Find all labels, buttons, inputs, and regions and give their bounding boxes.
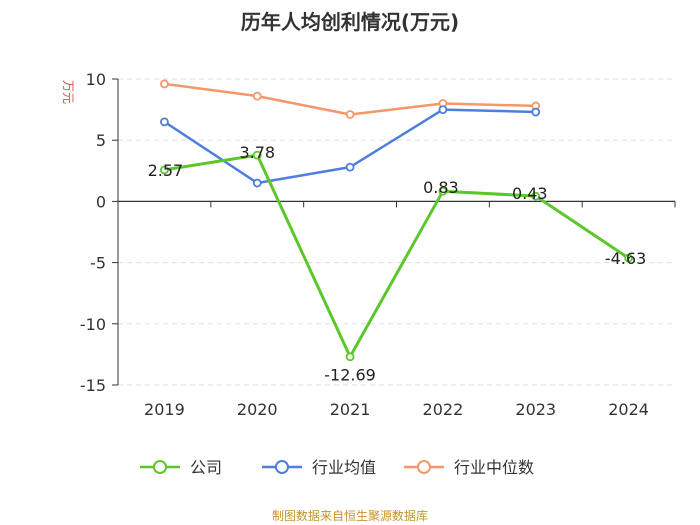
legend-swatch-marker: [275, 460, 289, 474]
data-point: [438, 186, 448, 196]
data-label: 0.83: [423, 178, 459, 197]
x-tick-labels: 2019 2020 2021 2022 2023 2024: [144, 400, 649, 419]
data-point: [252, 178, 262, 188]
x-tick-label: 2024: [608, 400, 649, 419]
data-label: -4.63: [605, 249, 646, 268]
y-tick-labels: 10 5 0 -5 -10 -15: [80, 70, 106, 395]
data-point: [252, 150, 262, 160]
data-point: [252, 91, 262, 101]
chart-title: 历年人均创利情况(万元): [240, 10, 460, 34]
legend-label: 公司: [190, 458, 222, 477]
data-point: [624, 253, 633, 263]
y-tick-label: 5: [96, 131, 106, 150]
data-point: [160, 117, 169, 127]
data-point: [531, 191, 541, 201]
legend-swatch-marker: [153, 460, 167, 474]
data-label: 0.43: [512, 184, 548, 203]
x-tick-label: 2020: [237, 400, 278, 419]
legend-swatch-marker: [417, 460, 431, 474]
grid-lines: [118, 78, 675, 386]
y-axis-label: 万元: [61, 80, 75, 104]
x-tick-label: 2021: [330, 400, 371, 419]
x-tick-label: 2019: [144, 400, 185, 419]
y-tick-label: -5: [90, 254, 106, 273]
series-line-1: [163, 108, 536, 185]
legend-label: 行业中位数: [454, 458, 534, 477]
source-note: 制图数据来自恒生聚源数据库: [271, 509, 428, 523]
legend: 公司 行业均值 行业中位数: [140, 458, 534, 477]
y-tick-label: 0: [96, 192, 106, 211]
axes: [112, 78, 676, 386]
data-point: [345, 110, 355, 119]
data-point: [345, 352, 355, 362]
data-point: [160, 79, 169, 89]
data-point: [438, 105, 448, 114]
x-tick-label: 2023: [515, 400, 556, 419]
x-tick-label: 2022: [423, 400, 464, 419]
series-lines: [160, 79, 633, 362]
data-label: -12.69: [324, 366, 376, 385]
data-point: [345, 162, 355, 172]
data-labels: 2.57 3.78 -12.69 0.83 0.43 -4.63: [148, 143, 647, 385]
y-tick-label: -15: [80, 376, 106, 395]
series-line-0: [164, 153, 630, 359]
y-tick-label: -10: [80, 315, 106, 334]
legend-label: 行业均值: [312, 458, 376, 477]
data-label: 2.57: [148, 161, 184, 180]
data-point: [160, 165, 169, 175]
data-point: [531, 107, 541, 117]
y-tick-label: 10: [86, 70, 106, 89]
data-label: 3.78: [239, 143, 275, 162]
